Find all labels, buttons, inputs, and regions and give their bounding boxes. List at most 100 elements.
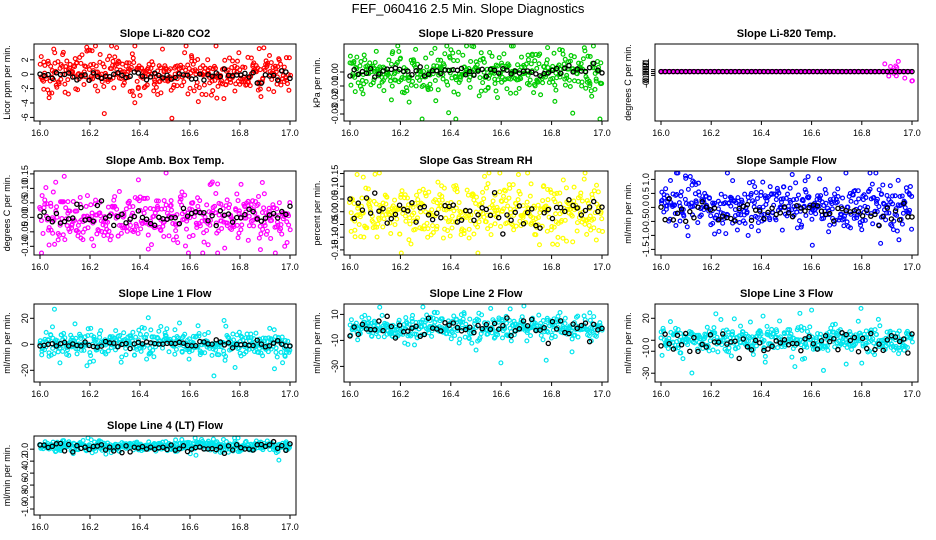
mean-point bbox=[549, 318, 556, 325]
data-point bbox=[675, 327, 681, 333]
data-point bbox=[466, 336, 472, 342]
mean-point bbox=[757, 340, 763, 346]
data-point bbox=[482, 173, 488, 179]
data-point bbox=[809, 307, 815, 313]
data-point bbox=[497, 189, 503, 195]
mean-point bbox=[78, 204, 84, 211]
mean-point bbox=[479, 325, 485, 332]
mean-point bbox=[254, 216, 260, 222]
mean-point bbox=[274, 77, 281, 83]
data-point bbox=[93, 448, 99, 454]
data-point bbox=[38, 218, 44, 224]
data-point bbox=[392, 197, 398, 203]
mean-point bbox=[65, 70, 72, 76]
data-point bbox=[523, 61, 529, 67]
data-point bbox=[118, 230, 124, 236]
mean-point bbox=[541, 210, 547, 216]
mean-point bbox=[570, 321, 576, 327]
mean-point bbox=[78, 343, 84, 349]
data-point bbox=[50, 230, 56, 236]
data-point bbox=[552, 98, 558, 104]
mean-point bbox=[707, 332, 714, 338]
panel-title: Slope Li-820 CO2 bbox=[120, 28, 210, 40]
data-point bbox=[843, 361, 849, 367]
data-point bbox=[55, 349, 61, 355]
data-point bbox=[39, 250, 45, 256]
data-point bbox=[136, 327, 142, 333]
mean-point bbox=[826, 210, 833, 217]
data-point bbox=[735, 195, 741, 201]
data-point bbox=[592, 86, 598, 92]
data-point bbox=[750, 352, 756, 358]
x-tick-label: 17.0 bbox=[903, 389, 921, 399]
data-point bbox=[908, 334, 914, 340]
data-point bbox=[503, 76, 509, 82]
data-point bbox=[282, 338, 288, 344]
data-point bbox=[822, 187, 828, 193]
x-tick-label: 16.8 bbox=[543, 128, 561, 138]
data-point bbox=[521, 303, 527, 309]
data-point bbox=[824, 343, 830, 349]
data-point bbox=[173, 437, 179, 443]
data-point bbox=[716, 228, 722, 234]
mean-point bbox=[682, 218, 689, 225]
data-point bbox=[475, 224, 481, 230]
data-point bbox=[126, 60, 132, 66]
data-point bbox=[246, 213, 252, 219]
data-point bbox=[500, 335, 506, 341]
data-point bbox=[765, 329, 771, 335]
data-point bbox=[789, 354, 795, 360]
mean-point bbox=[516, 203, 523, 209]
data-point bbox=[456, 49, 462, 55]
data-point bbox=[579, 83, 585, 89]
x-tick-label: 16.2 bbox=[702, 128, 720, 138]
data-point bbox=[284, 81, 290, 87]
data-point bbox=[479, 200, 485, 206]
data-point bbox=[352, 74, 358, 80]
data-point bbox=[464, 187, 470, 193]
y-tick-label: -0.05 bbox=[330, 214, 340, 235]
x-tick-label: 16.6 bbox=[492, 389, 510, 399]
mean-point bbox=[355, 71, 362, 78]
x-tick-label: 16.4 bbox=[131, 522, 149, 532]
mean-point bbox=[467, 68, 473, 75]
data-point bbox=[895, 177, 901, 183]
x-tick-label: 17.0 bbox=[593, 262, 611, 272]
mean-point bbox=[176, 220, 183, 227]
data-point bbox=[204, 227, 210, 233]
mean-point bbox=[139, 73, 146, 79]
data-point bbox=[681, 213, 687, 219]
data-point bbox=[110, 58, 116, 64]
mean-point bbox=[434, 326, 440, 332]
data-point bbox=[361, 234, 367, 240]
data-point bbox=[582, 48, 588, 54]
data-point bbox=[867, 170, 873, 176]
data-point bbox=[54, 204, 60, 210]
data-point bbox=[722, 194, 728, 200]
x-tick-label: 16.0 bbox=[341, 262, 359, 272]
data-point bbox=[208, 92, 214, 98]
data-point bbox=[369, 333, 375, 339]
data-point bbox=[599, 216, 605, 222]
data-point bbox=[704, 324, 710, 330]
x-tick-label: 16.6 bbox=[492, 128, 510, 138]
mean-point bbox=[872, 346, 878, 353]
mean-point bbox=[180, 205, 187, 212]
data-point bbox=[663, 186, 669, 192]
data-point bbox=[172, 351, 178, 357]
data-point bbox=[236, 329, 242, 335]
data-point bbox=[851, 215, 857, 221]
data-point bbox=[536, 242, 542, 248]
mean-point bbox=[270, 72, 277, 79]
data-point bbox=[551, 50, 557, 56]
mean-point bbox=[896, 338, 903, 345]
data-point bbox=[853, 199, 859, 205]
mean-point bbox=[119, 211, 125, 217]
x-tick-label: 16.8 bbox=[543, 389, 561, 399]
mean-point bbox=[258, 218, 265, 224]
y-axis-label: ml/min per min. bbox=[623, 312, 633, 374]
series-mean bbox=[658, 330, 915, 362]
data-point bbox=[426, 330, 432, 336]
plot-frame bbox=[33, 170, 297, 256]
data-point bbox=[430, 71, 436, 77]
